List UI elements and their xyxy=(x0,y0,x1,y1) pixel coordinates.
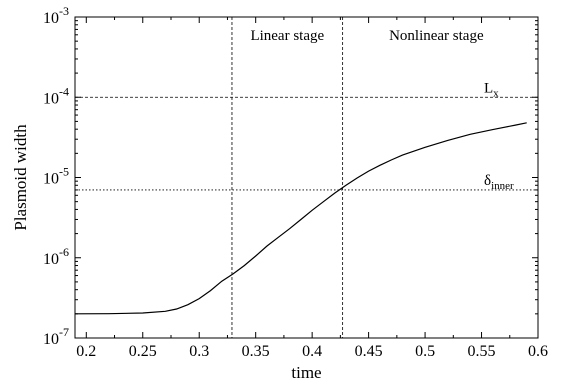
annotations: Lx δinner Linear stage Nonlinear stage xyxy=(250,28,514,192)
y-axis-label: Plasmoid width xyxy=(11,124,30,231)
reference-lines xyxy=(75,17,538,338)
x-tick-label: 0.5 xyxy=(415,343,435,360)
y-tick-label: 10-7 xyxy=(43,325,69,348)
stage-annotation-1: Nonlinear stage xyxy=(389,28,484,44)
x-tick-label: 0.25 xyxy=(129,343,157,360)
y-tick-label: 10-4 xyxy=(43,84,69,107)
tick-labels: 0.2 0.25 0.3 0.35 0.4 0.45 0.5 0.55 0.6 10-7 10-6 1… xyxy=(43,4,548,360)
x-tick-label: 0.3 xyxy=(189,343,209,360)
ref-line-label-1: δinner xyxy=(484,173,514,192)
x-tick-label: 0.4 xyxy=(302,343,322,360)
x-axis-label: time xyxy=(291,363,321,382)
x-tick-label: 0.2 xyxy=(76,343,96,360)
y-tick-label: 10-6 xyxy=(43,245,69,268)
plot-frame xyxy=(74,16,539,339)
axis-ticks xyxy=(75,16,539,339)
series-line-0 xyxy=(74,122,527,315)
series-group xyxy=(74,122,527,315)
ref-line-label-0: Lx xyxy=(484,80,499,99)
y-tick-label: 10-5 xyxy=(43,165,69,188)
x-tick-label: 0.35 xyxy=(242,343,270,360)
stage-annotation-0: Linear stage xyxy=(250,28,324,44)
x-tick-label: 0.45 xyxy=(355,343,383,360)
x-tick-label: 0.6 xyxy=(528,343,548,360)
x-tick-label: 0.55 xyxy=(468,343,496,360)
y-tick-label: 10-3 xyxy=(43,4,69,27)
